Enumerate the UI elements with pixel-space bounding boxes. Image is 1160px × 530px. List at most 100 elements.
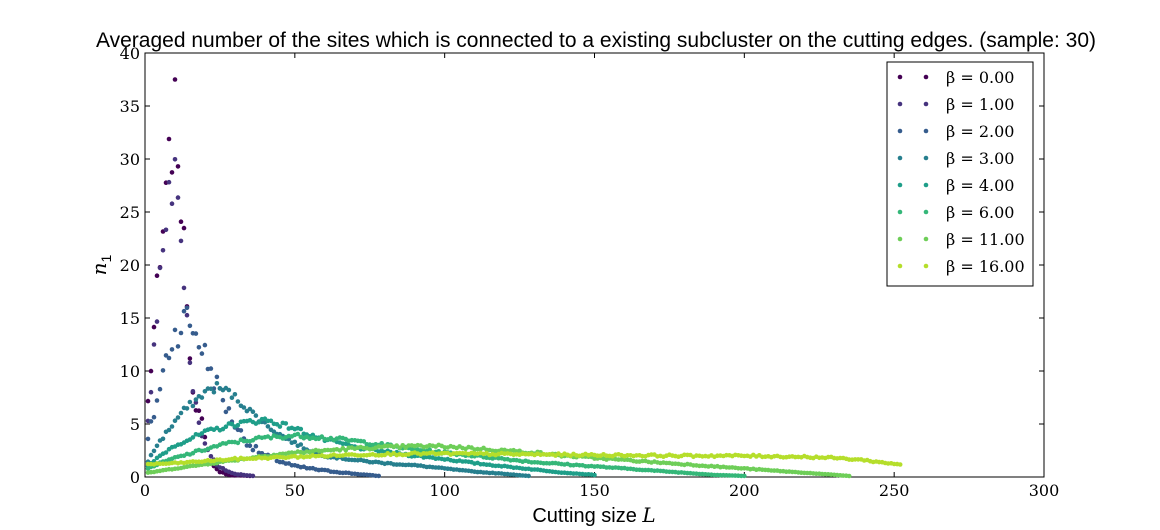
data-point <box>253 443 259 449</box>
x-tick-label: 50 <box>285 481 305 500</box>
data-point <box>166 179 172 185</box>
data-point <box>250 447 256 453</box>
data-point <box>277 424 283 429</box>
legend-entry: β = 11.00 <box>897 230 1025 249</box>
legend-marker <box>923 209 929 215</box>
data-point <box>211 389 217 395</box>
x-tick-label: 150 <box>579 481 610 500</box>
data-point <box>163 450 169 455</box>
data-point <box>268 418 274 424</box>
legend-label: β = 6.00 <box>946 203 1014 222</box>
data-point <box>196 345 202 350</box>
legend-marker <box>923 236 929 242</box>
scatter-series <box>145 77 903 479</box>
data-point <box>187 323 193 329</box>
data-point <box>169 201 175 206</box>
data-point <box>214 381 220 386</box>
legend-marker <box>897 263 903 269</box>
legend-entry: β = 0.00 <box>897 68 1014 87</box>
data-point <box>361 439 367 444</box>
legend-marker <box>923 182 929 188</box>
legend-label: β = 3.00 <box>946 149 1014 168</box>
x-axis: 0 50 100 150 200 250 300 <box>140 53 1059 500</box>
legend: β = 0.00 β = 1.00 β = 2.00 β = 3.00 β = 4.00… <box>886 61 1034 287</box>
x-tick-label: 100 <box>429 481 460 500</box>
data-point <box>223 424 229 430</box>
legend-entry: β = 3.00 <box>897 149 1014 168</box>
y-tick-label: 15 <box>120 309 140 328</box>
data-point <box>157 386 163 392</box>
data-point <box>154 273 160 279</box>
legend-label: β = 2.00 <box>946 122 1014 141</box>
data-point <box>181 285 187 291</box>
data-point <box>250 473 256 479</box>
data-point <box>151 448 157 454</box>
data-point <box>292 439 298 445</box>
data-point <box>208 366 214 371</box>
data-point <box>154 319 160 324</box>
series <box>145 450 903 467</box>
y-tick-label: 10 <box>120 362 140 381</box>
data-point <box>175 415 181 420</box>
x-tick-label: 300 <box>1029 481 1060 500</box>
legend-marker <box>897 236 903 242</box>
data-point <box>145 436 151 442</box>
data-point <box>178 238 184 244</box>
data-point <box>169 424 175 429</box>
data-point <box>166 355 172 361</box>
data-point <box>196 408 202 414</box>
data-point <box>175 344 181 349</box>
data-point <box>295 431 301 437</box>
legend-entry: β = 2.00 <box>897 122 1014 141</box>
x-tick-label: 250 <box>879 481 910 500</box>
data-point <box>208 386 214 392</box>
data-point <box>846 473 852 479</box>
legend-label: β = 1.00 <box>946 95 1014 114</box>
data-point <box>247 406 253 412</box>
data-point <box>223 409 229 415</box>
data-point <box>427 447 433 453</box>
data-point <box>154 443 160 449</box>
data-point <box>181 225 187 231</box>
data-point <box>526 473 531 479</box>
y-tick-label: 30 <box>120 150 140 169</box>
data-point <box>151 414 157 420</box>
data-point <box>265 424 271 429</box>
legend-marker <box>923 155 929 161</box>
y-tick-label: 0 <box>130 468 140 487</box>
data-point <box>226 387 232 393</box>
data-point <box>160 368 166 373</box>
data-point <box>229 395 235 401</box>
legend-marker <box>897 209 903 215</box>
data-point <box>235 399 241 404</box>
x-tick-label: 200 <box>729 481 760 500</box>
legend-entry: β = 4.00 <box>897 176 1014 195</box>
data-point <box>172 157 178 162</box>
legend-box <box>886 61 1034 287</box>
data-point <box>196 420 202 426</box>
data-point <box>250 409 256 415</box>
data-point <box>163 227 169 233</box>
data-point <box>172 418 178 424</box>
data-point <box>172 327 178 333</box>
data-point <box>193 397 199 402</box>
data-point <box>592 472 597 478</box>
data-point <box>376 473 382 479</box>
data-point <box>175 195 181 200</box>
data-point <box>148 389 154 395</box>
legend-label: β = 11.00 <box>946 230 1025 249</box>
data-point <box>160 248 166 253</box>
y-tick-label: 35 <box>120 97 140 116</box>
legend-marker <box>923 263 929 269</box>
y-axis-label: n1 <box>87 254 114 275</box>
data-point <box>253 413 259 418</box>
data-point <box>208 454 214 459</box>
data-point <box>184 406 190 411</box>
data-point <box>148 419 154 424</box>
data-point <box>151 324 157 330</box>
data-point <box>148 368 154 374</box>
legend-marker <box>923 101 929 107</box>
data-point <box>283 421 289 426</box>
legend-label: β = 0.00 <box>946 68 1014 87</box>
data-point <box>184 312 190 318</box>
